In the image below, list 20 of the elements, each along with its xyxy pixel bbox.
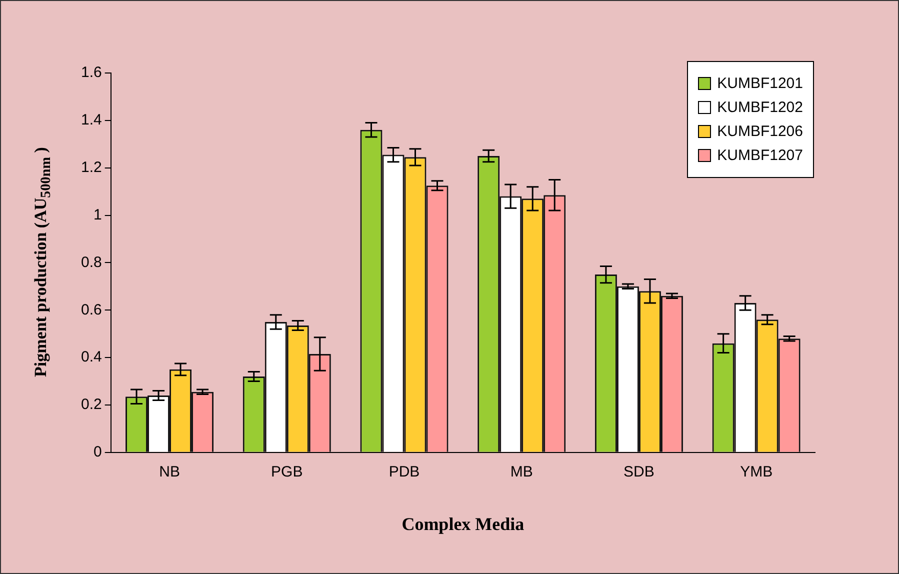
x-tick-label: PGB: [271, 464, 303, 481]
legend-label: KUMBF1202: [717, 99, 803, 116]
x-tick-label: YMB: [740, 464, 773, 481]
y-tick-label: 0: [94, 444, 102, 461]
x-tick-label: MB: [510, 464, 533, 481]
x-tick-label: NB: [159, 464, 180, 481]
y-tick-label: 0.8: [80, 254, 102, 271]
y-tick-label: 0.6: [80, 301, 102, 318]
legend-label: KUMBF1207: [717, 147, 803, 164]
y-tick-label: 1.2: [80, 158, 102, 176]
legend-label: KUMBF1201: [717, 75, 803, 92]
y-tick-label: 1.4: [80, 112, 102, 129]
x-tick-label: PDB: [388, 464, 420, 481]
x-tick-label: SDB: [624, 464, 654, 481]
y-tick-label: 1.6: [80, 64, 102, 82]
legend-label: KUMBF1206: [717, 123, 803, 140]
y-tick-label: 0.4: [80, 348, 102, 366]
y-tick-label: 0.2: [80, 396, 102, 414]
y-tick-label: 1: [94, 206, 102, 224]
x-axis-title: Complex Media: [402, 514, 524, 534]
